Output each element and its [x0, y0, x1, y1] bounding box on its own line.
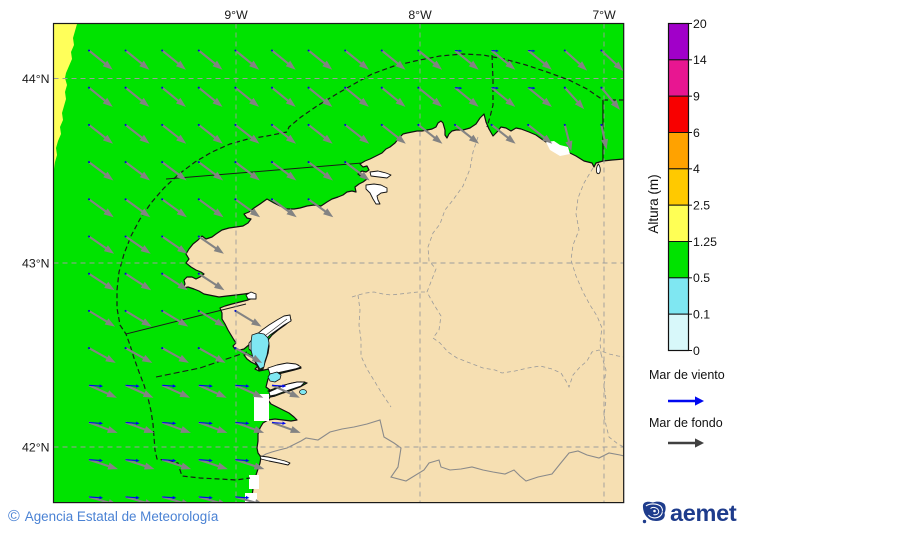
svg-text:43°N: 43°N	[22, 256, 49, 270]
svg-text:8°W: 8°W	[408, 8, 432, 22]
svg-text:6: 6	[693, 126, 700, 140]
svg-text:©Agencia Estatal de Meteorolog: © Agencia Estatal de Meteorología	[8, 508, 219, 525]
svg-text:1.25: 1.25	[693, 235, 717, 249]
svg-text:20: 20	[693, 17, 707, 31]
svg-text:2.5: 2.5	[693, 199, 710, 213]
svg-text:0.1: 0.1	[693, 308, 710, 322]
svg-text:14: 14	[693, 53, 707, 67]
svg-text:aemet: aemet	[670, 500, 737, 526]
svg-text:42°N: 42°N	[22, 440, 49, 454]
svg-text:9°W: 9°W	[224, 8, 248, 22]
svg-text:Mar de viento: Mar de viento	[649, 368, 725, 382]
svg-text:7°W: 7°W	[592, 8, 616, 22]
svg-text:44°N: 44°N	[22, 72, 49, 86]
svg-text:Altura (m): Altura (m)	[646, 174, 661, 233]
svg-text:9: 9	[693, 90, 700, 104]
svg-text:Mar de fondo: Mar de fondo	[649, 416, 723, 430]
svg-text:0: 0	[693, 344, 700, 358]
svg-text:4: 4	[693, 162, 700, 176]
svg-text:0.5: 0.5	[693, 271, 710, 285]
